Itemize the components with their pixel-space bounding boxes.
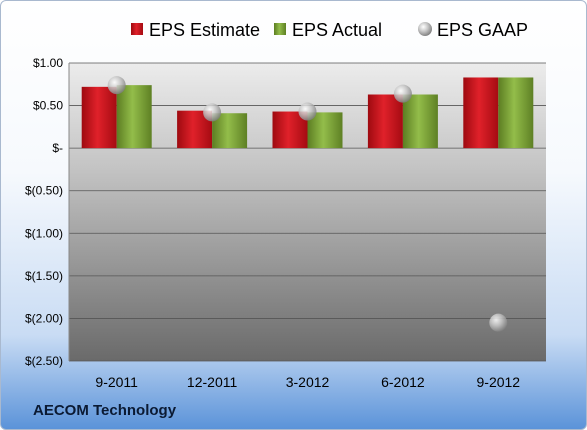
x-tick-label: 9-2012 — [477, 374, 521, 390]
company-label: AECOM Technology — [33, 402, 177, 419]
y-tick-label: $(1.00) — [25, 226, 63, 240]
gaap-point — [107, 76, 126, 95]
legend-swatch — [418, 22, 432, 36]
bar-eps-estimate — [81, 86, 117, 149]
legend-label: EPS Actual — [292, 20, 382, 40]
bar-eps-actual — [116, 85, 152, 149]
legend-label: EPS Estimate — [149, 20, 260, 40]
legend-label: EPS GAAP — [437, 20, 528, 40]
y-tick-label: $(2.00) — [25, 311, 63, 325]
x-tick-label: 6-2012 — [381, 374, 425, 390]
y-tick-label: $0.50 — [33, 99, 63, 113]
bars — [81, 77, 534, 149]
y-tick-label: $(2.50) — [25, 354, 63, 368]
gaap-point — [489, 313, 508, 332]
gaap-point — [298, 102, 317, 121]
y-axis-ticks: $1.00 $0.50 $- $(0.50) $(1.00) $(1.50) $(2.00)… — [25, 56, 63, 368]
bar-eps-actual — [402, 94, 438, 149]
gaap-markers — [107, 76, 508, 332]
x-axis-ticks: 9-2011 12-2011 3-2012 6-2012 9-2012 — [95, 374, 520, 390]
x-tick-label: 9-2011 — [95, 374, 138, 390]
gaap-point — [203, 103, 222, 122]
bar-eps-estimate — [367, 94, 403, 149]
bar-eps-estimate — [463, 77, 499, 149]
legend: EPS Estimate EPS Actual EPS GAAP — [131, 20, 528, 40]
gaap-point — [393, 84, 412, 103]
y-tick-label: $- — [52, 141, 63, 155]
y-tick-label: $(0.50) — [25, 184, 63, 198]
y-tick-label: $(1.50) — [25, 269, 63, 283]
legend-swatch — [274, 23, 286, 35]
legend-swatch — [131, 23, 143, 35]
y-tick-label: $1.00 — [33, 56, 63, 70]
x-tick-label: 3-2012 — [286, 374, 330, 390]
bar-eps-actual — [498, 77, 534, 149]
x-tick-label: 12-2011 — [187, 374, 238, 390]
